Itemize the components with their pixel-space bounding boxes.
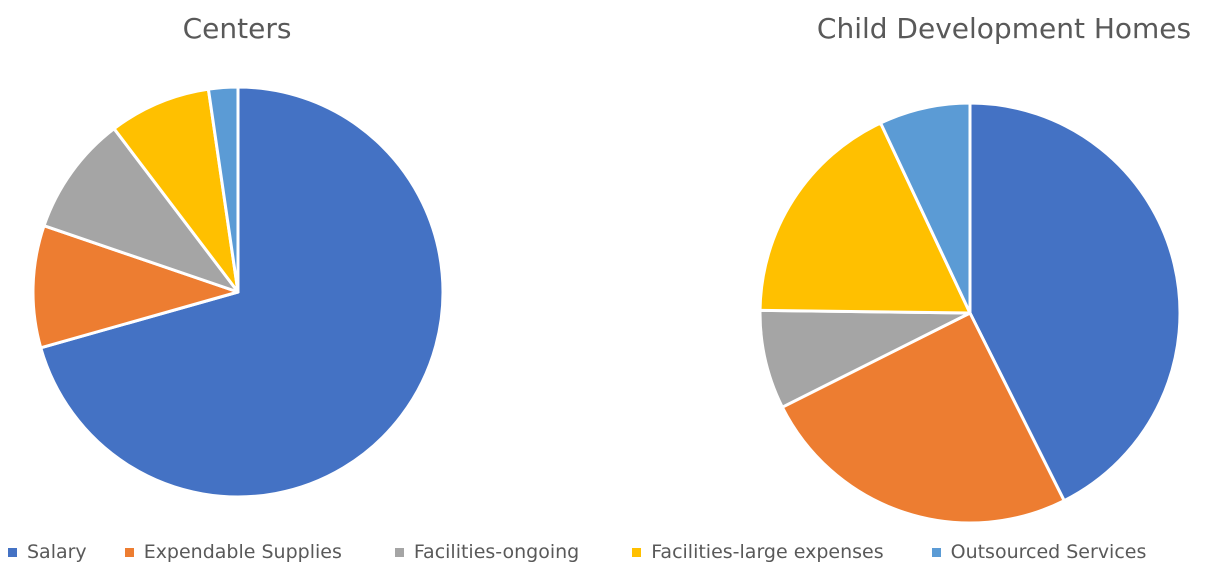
homes-slice-expendable-supplies bbox=[780, 311, 1066, 525]
legend-label-facilities-ongoing: Facilities-ongoing bbox=[413, 541, 580, 563]
legend-item-expendable-supplies: Expendable Supplies bbox=[124, 541, 342, 563]
homes-slice-facilities-ongoing bbox=[758, 308, 972, 409]
centers-chart-title: Centers bbox=[182, 12, 292, 45]
legend-swatch-facilities-ongoing bbox=[394, 547, 404, 557]
legend-item-salary: Salary bbox=[8, 541, 87, 563]
legend-item-facilities-large-expenses: Facilities-large expenses bbox=[632, 541, 884, 563]
legend-label-facilities-large-expenses: Facilities-large expenses bbox=[651, 541, 884, 563]
legend: Salary Expendable Supplies Facilities-on… bbox=[0, 538, 1230, 566]
centers-pie bbox=[31, 85, 445, 499]
homes-slice-facilities-large-expenses bbox=[758, 121, 972, 315]
legend-swatch-expendable-supplies bbox=[124, 547, 134, 557]
legend-swatch-salary bbox=[8, 547, 17, 557]
legend-label-salary: Salary bbox=[27, 541, 87, 563]
centers-slice-expendable-supplies bbox=[31, 224, 240, 350]
legend-swatch-facilities-large-expenses bbox=[632, 547, 642, 557]
legend-label-outsourced-services: Outsourced Services bbox=[950, 541, 1147, 563]
legend-item-outsourced-services: Outsourced Services bbox=[931, 541, 1147, 563]
centers-slice-facilities-ongoing bbox=[42, 127, 240, 294]
legend-label-expendable-supplies: Expendable Supplies bbox=[143, 541, 342, 563]
legend-swatch-outsourced-services bbox=[931, 547, 941, 557]
centers-slice-outsourced-services bbox=[206, 85, 240, 294]
homes-pie bbox=[758, 101, 1182, 525]
homes-slice-outsourced-services bbox=[879, 101, 972, 315]
centers-slice-salary bbox=[39, 85, 445, 499]
centers-slice-facilities-large-expenses bbox=[112, 87, 240, 294]
legend-item-facilities-ongoing: Facilities-ongoing bbox=[394, 541, 580, 563]
homes-chart-title: Child Development Homes bbox=[816, 12, 1192, 45]
homes-slice-salary bbox=[968, 101, 1182, 503]
